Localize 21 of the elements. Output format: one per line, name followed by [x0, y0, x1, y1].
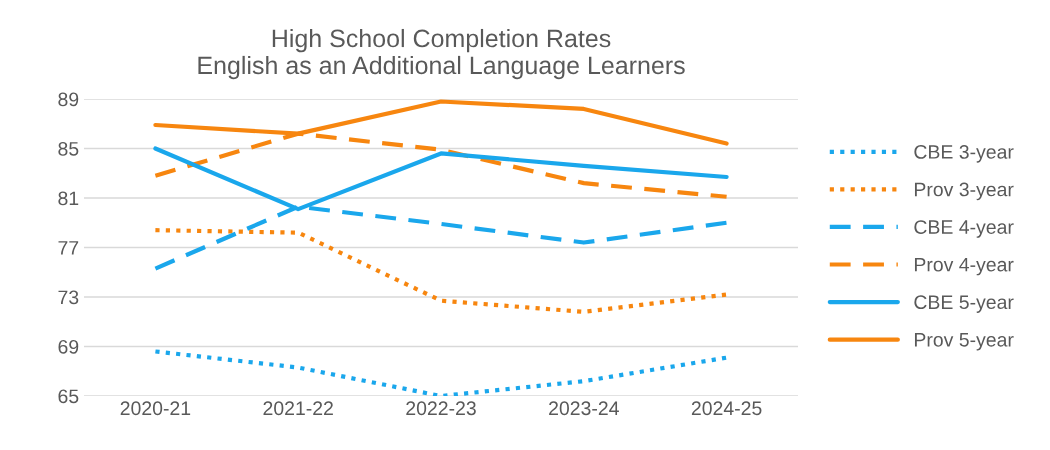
line-series	[153, 228, 729, 314]
legend-label: Prov 5-year	[914, 333, 1014, 351]
y-tick-label: 69	[58, 339, 79, 354]
y-tick-label: 89	[58, 92, 79, 107]
chart-title: High School Completion Rates English as an Additional Language Learners	[198, 28, 685, 80]
y-tick-label: 81	[58, 191, 79, 206]
legend-label: Prov 4-year	[914, 257, 1014, 276]
y-tick-label: 85	[58, 141, 79, 156]
legend-label: Prov 3-year	[914, 182, 1014, 201]
y-tick-label: 77	[58, 241, 79, 255]
x-tick-label: 2024-25	[691, 401, 762, 416]
x-tick-label: 2020-21	[120, 401, 191, 416]
x-tick-label: 2023-24	[549, 401, 619, 416]
y-tick-label: 73	[58, 290, 79, 305]
line-series	[153, 349, 729, 396]
legend-label: CBE 5-year	[914, 295, 1014, 313]
legend-label: CBE 3-year	[914, 145, 1014, 163]
x-tick-label: 2021-22	[263, 401, 333, 416]
y-tick-label: 65	[58, 389, 79, 404]
x-tick-label: 2022-23	[406, 401, 476, 416]
legend-label: CBE 4-year	[914, 220, 1014, 238]
